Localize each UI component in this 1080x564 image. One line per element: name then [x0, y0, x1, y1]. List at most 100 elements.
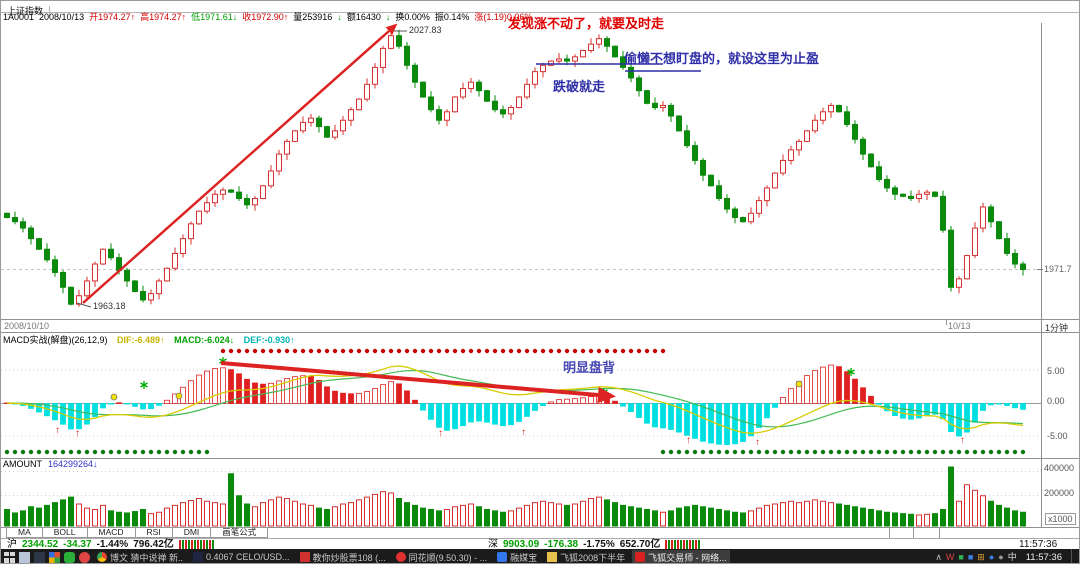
gridlines: [1, 269, 1041, 496]
office-icon[interactable]: [49, 551, 60, 563]
tray-icon[interactable]: ∧: [935, 551, 942, 562]
macd-indicator-name[interactable]: MACD实战(解盘): [3, 335, 72, 345]
tab-draw-formula[interactable]: 画笔公式: [210, 527, 269, 538]
tray-icon[interactable]: ■: [958, 551, 964, 562]
task-button[interactable]: 飞狐2008下半年: [544, 550, 628, 563]
sh-index-pct: -1.44%: [96, 539, 129, 550]
tray-icon[interactable]: ⊞: [977, 551, 985, 562]
calculator-icon[interactable]: [19, 551, 30, 563]
task-label: 融媒宝: [510, 552, 538, 563]
quote-field: 1A0001: [3, 12, 35, 22]
macd-tick-0: 0.00: [1047, 396, 1065, 406]
task-button[interactable]: 0.4067 CELO/USD...: [190, 550, 293, 563]
show-desktop-button[interactable]: [1071, 549, 1076, 563]
sh-index-amount: 796.42亿: [133, 539, 174, 550]
svg-text:↑: ↑: [438, 428, 443, 439]
task-button[interactable]: 教你炒股票108 (...: [297, 550, 389, 563]
sz-exchange-label: 深: [488, 539, 498, 550]
chart-dark-icon: [193, 552, 204, 562]
sz-index-quote[interactable]: 深 9903.09 -176.38 -1.75% 652.70亿: [488, 539, 702, 550]
svg-text:↑: ↑: [960, 435, 965, 446]
blue-p-icon: [497, 552, 508, 562]
macd-histogram[interactable]: [4, 364, 1026, 445]
windows-taskbar: 博文 猜中说禅 新.. 0.4067 CELO/USD... 教你炒股票108 (.…: [1, 549, 1079, 563]
sz-index-change: -176.38: [544, 539, 579, 550]
game-icon[interactable]: [79, 551, 90, 563]
macd-params: (26,12,9): [71, 335, 108, 345]
annotation-divergence[interactable]: 明显盘背: [563, 360, 616, 375]
tray-icon[interactable]: ●: [988, 551, 995, 562]
macd-legend-def: DEF:-0.930↑: [243, 335, 295, 345]
quote-field: 高1974.27↑: [140, 12, 187, 22]
period-label[interactable]: 1分钟: [1045, 323, 1069, 333]
sh-index-price: 2344.52: [22, 539, 59, 550]
tab-rsi[interactable]: RSI: [134, 527, 173, 538]
panel-borders: [1, 23, 1079, 538]
quote-field: 振0.14%: [434, 12, 470, 22]
volume-series[interactable]: [4, 466, 1026, 527]
sh-index-change: -34.37: [63, 539, 92, 550]
candlestick-series[interactable]: [4, 29, 1026, 307]
amount-panel-header: AMOUNT 164299264↓: [3, 459, 98, 469]
tray-icon[interactable]: 中: [1007, 551, 1017, 562]
quote-field: 换0.00%: [395, 12, 430, 22]
tray-icon[interactable]: W: [945, 551, 955, 562]
status-bar: 沪 2344.52 -34.37 -1.44% 796.42亿 深 9903.0…: [1, 538, 1079, 550]
fox-red-icon: [635, 552, 646, 562]
axis-date-end: 10/13: [948, 321, 971, 331]
quote-field: 收1972.90↑: [242, 12, 289, 22]
indicator-tabs: MA BOLL MACD RSI DMI 画笔公式: [6, 527, 269, 538]
task-button[interactable]: 融媒宝: [494, 550, 540, 563]
red-w-icon: [299, 552, 310, 562]
tray-icon[interactable]: ■: [967, 551, 974, 562]
tab-dmi[interactable]: DMI: [171, 527, 212, 538]
divergence-arrow[interactable]: [220, 361, 616, 404]
macd-tick-5: 5.00: [1047, 366, 1065, 376]
tab-ma[interactable]: MA: [6, 527, 43, 538]
amount-indicator-name[interactable]: AMOUNT: [3, 459, 42, 469]
task-label: 飞狐2008下半年: [560, 552, 626, 563]
axis-date-start: 2008/10/10: [4, 321, 50, 331]
annotation-exit-on-break[interactable]: 跌破就走: [553, 79, 606, 94]
macd-markers: ↑ ↑ ↑ ↑ ↑ ↑ ↑: [55, 357, 965, 448]
quote-field: ↓: [385, 12, 391, 22]
trend-arrow-up[interactable]: [82, 23, 398, 304]
quote-field: 涨(1.19)0.06%: [474, 12, 533, 22]
label-ticks: [76, 30, 1043, 308]
quote-field: 量253916: [293, 12, 333, 22]
tab-macd[interactable]: MACD: [86, 527, 136, 538]
task-button[interactable]: 博文 猜中说禅 新..: [94, 550, 186, 563]
last-price-label: 1971.7: [1044, 264, 1072, 274]
macd-panel-header: MACD实战(解盘)(26,12,9) DIF:-6.489↑ MACD:-6.…: [3, 333, 295, 346]
high-price-label: 2027.83: [409, 25, 442, 35]
sz-index-pct: -1.75%: [583, 539, 615, 550]
tray-icon[interactable]: ●: [998, 551, 1004, 562]
quote-field: 开1974.27↑: [89, 12, 136, 22]
amount-value: 164299264↓: [48, 459, 98, 469]
wechat-icon[interactable]: [64, 551, 75, 563]
annotation-take-profit[interactable]: 偷懒不想盯盘的，就设这里为止盈: [624, 51, 820, 66]
tab-boll[interactable]: BOLL: [41, 527, 88, 538]
annotation-sell-in-time[interactable]: 发现涨不动了，就要及时走: [508, 16, 665, 31]
task-button[interactable]: 同花顺(9.50.30) - ...: [393, 550, 491, 563]
start-button[interactable]: [4, 551, 15, 563]
quote-field: ↓: [337, 12, 342, 22]
sh-index-quote[interactable]: 沪 2344.52 -34.37 -1.44% 796.42亿: [7, 539, 215, 550]
sh-exchange-label: 沪: [7, 539, 17, 550]
taskbar-clock[interactable]: 11:57:36: [1025, 551, 1062, 563]
svg-text:↑: ↑: [55, 425, 60, 436]
ths-red-icon: [395, 552, 406, 562]
quote-field: 2008/10/13: [39, 12, 85, 22]
macd-legend-macd: MACD:-6.024↓: [174, 335, 235, 345]
photos-icon[interactable]: [34, 551, 45, 563]
task-button[interactable]: 飞狐交易师 - 网络...: [632, 550, 730, 563]
quote-field: 低1971.61↓: [191, 12, 238, 22]
signal-dot-rows: [4, 348, 1026, 455]
low-price-label: 1963.18: [93, 301, 126, 311]
sz-mini-bars-icon: [665, 540, 702, 549]
sz-index-price: 9903.09: [503, 539, 540, 550]
status-time: 11:57:36: [1019, 539, 1058, 550]
system-tray: ∧ W ■ ■ ⊞ ● ● 中 11:57:36: [935, 549, 1076, 563]
